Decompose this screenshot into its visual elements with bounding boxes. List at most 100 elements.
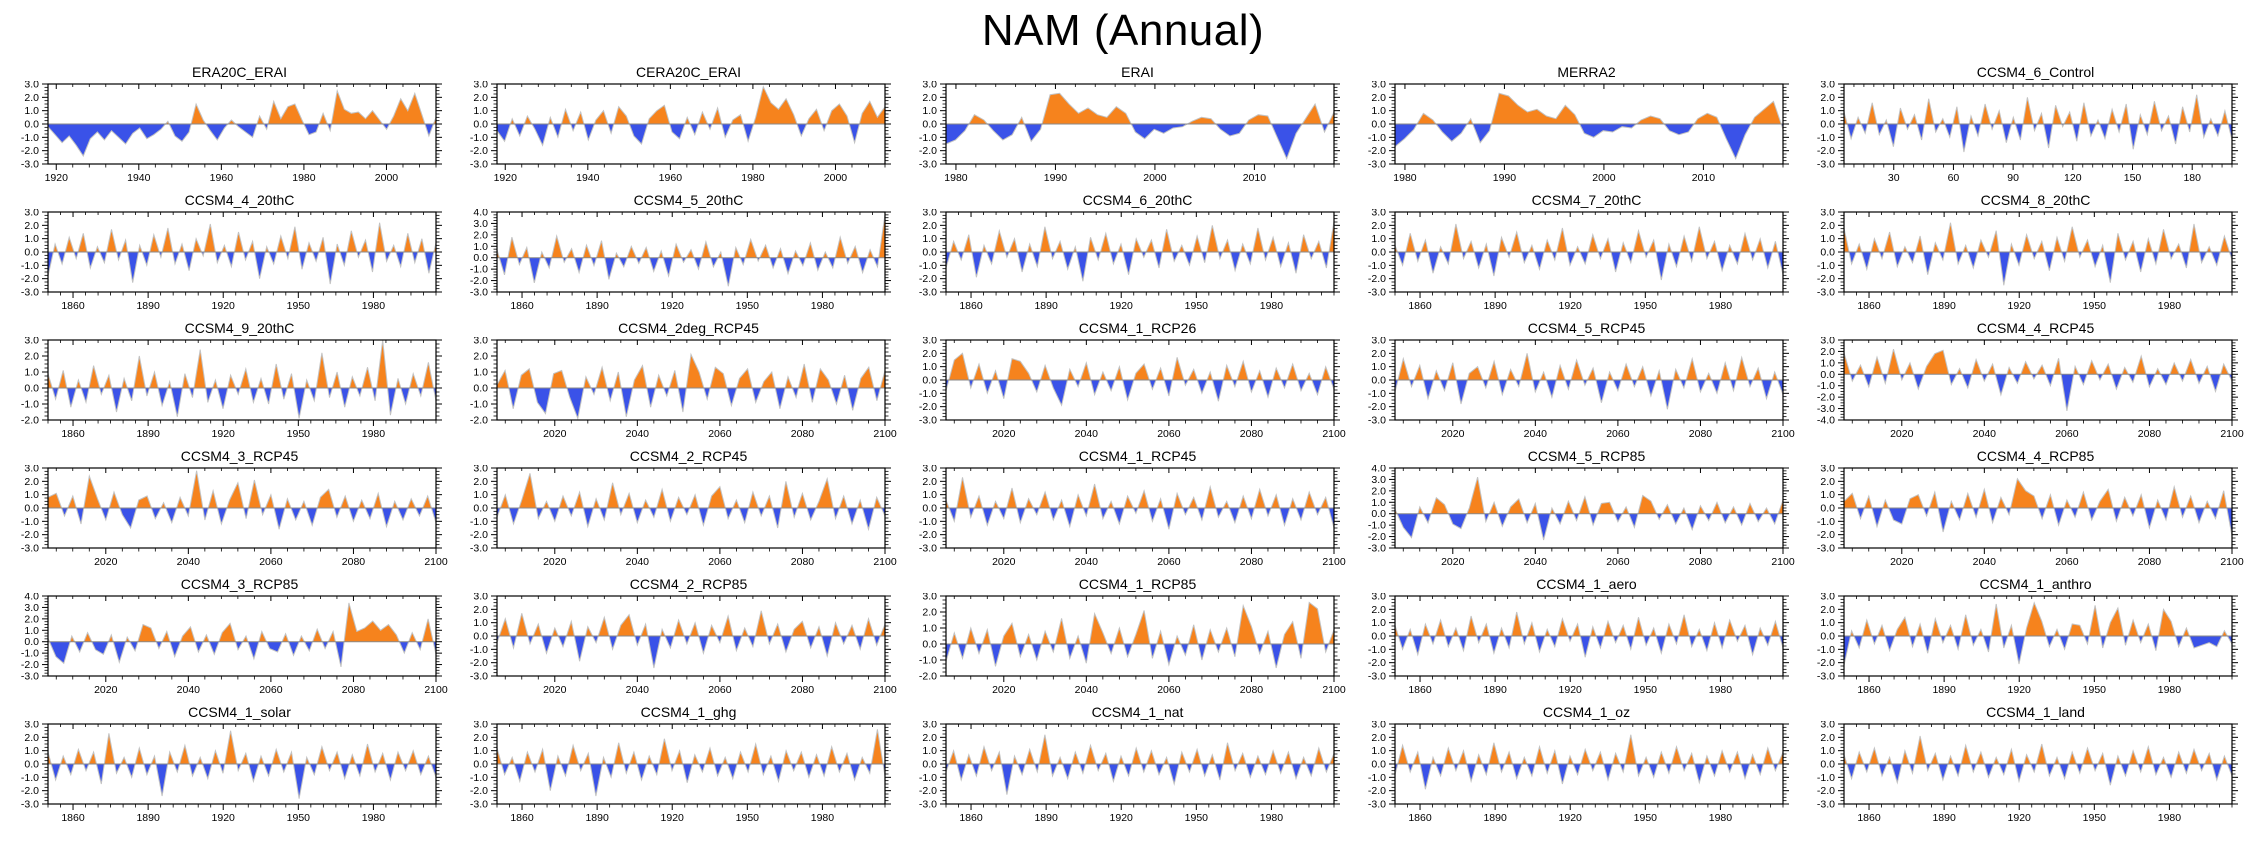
tick-labels: 1860 1890 1920 1950 1980 3.0 2.0 1.0 0.0 -1.0 -2.0	[21, 337, 385, 440]
svg-text:0.0: 0.0	[24, 503, 39, 515]
ticks	[42, 339, 442, 426]
svg-text:2020: 2020	[94, 556, 118, 568]
svg-text:0.0: 0.0	[24, 119, 39, 131]
panel-title: CCSM4_6_Control	[1976, 64, 2095, 80]
svg-text:3.0: 3.0	[24, 81, 39, 91]
ticks	[491, 595, 891, 682]
ticks	[1838, 211, 2238, 298]
svg-text:2.0: 2.0	[922, 220, 937, 232]
svg-text:0.0: 0.0	[1820, 247, 1835, 259]
svg-text:-1.0: -1.0	[1817, 772, 1835, 784]
svg-text:2040: 2040	[626, 684, 650, 696]
chart-panel: CCSM4_6_20thC 1860 1890 1920 1950 1980 3.0 2.0…	[898, 192, 1347, 320]
panel-plot: 2020 2040 2060 2080 2100 3.02.01.0 0.0-1.0-2.0…	[470, 593, 897, 696]
panel-title: CCSM4_8_20thC	[1980, 192, 2091, 208]
svg-text:1.0: 1.0	[473, 489, 488, 501]
panel-plot: 2020 2040 2060 2080 2100 3.02.01.0 0.0-1.0-2.0…	[1817, 465, 2244, 568]
svg-text:1980: 1980	[741, 172, 765, 184]
svg-text:2.0: 2.0	[1820, 604, 1835, 616]
svg-text:1890: 1890	[1932, 300, 1956, 312]
ticks	[1389, 339, 1789, 426]
chart-panel: CCSM4_2_RCP45 2020 2040 2060 2080 2100 3.0 2.0…	[449, 448, 898, 576]
svg-text:3.0: 3.0	[1820, 721, 1835, 731]
svg-text:1.0: 1.0	[473, 105, 488, 117]
svg-text:2.0: 2.0	[24, 351, 39, 363]
svg-text:-1.0: -1.0	[470, 644, 488, 656]
svg-text:1950: 1950	[287, 812, 311, 824]
tick-labels: 2020 2040 2060 2080 2100 3.02.01.0 0.0-1.0-2.0…	[470, 465, 897, 568]
svg-text:2060: 2060	[1157, 556, 1181, 568]
svg-text:-2.0: -2.0	[470, 657, 488, 669]
ticks	[1838, 83, 2238, 170]
svg-text:-2.0: -2.0	[919, 671, 937, 683]
panel-plot: 1860 1890 1920 1950 1980 3.02.01.0 0.0-1.0-2.0…	[1368, 593, 1789, 696]
svg-text:1890: 1890	[136, 428, 160, 440]
svg-text:-3.0: -3.0	[919, 287, 937, 299]
svg-text:1890: 1890	[1034, 300, 1058, 312]
svg-text:4.0: 4.0	[24, 593, 39, 603]
anomaly-area	[945, 734, 1335, 795]
svg-text:3.0: 3.0	[473, 593, 488, 603]
svg-text:-3.0: -3.0	[1817, 799, 1835, 811]
svg-text:60: 60	[1948, 172, 1960, 184]
svg-text:2.0: 2.0	[922, 732, 937, 744]
chart-panel: ERAI 1980 1990 2000 2010 3.0 2.0 1.0 0.0 -1.0 -2.…	[898, 64, 1347, 192]
svg-text:2.0: 2.0	[1820, 476, 1835, 488]
svg-text:2.0: 2.0	[473, 604, 488, 616]
svg-text:1.0: 1.0	[922, 105, 937, 117]
svg-text:2040: 2040	[1075, 684, 1099, 696]
svg-text:-2.0: -2.0	[470, 415, 488, 427]
svg-text:-2.0: -2.0	[1368, 657, 1386, 669]
chart-panel: CCSM4_1_solar 1860 1890 1920 1950 1980 3.0 2.0…	[0, 704, 449, 832]
svg-text:1920: 1920	[1110, 300, 1134, 312]
svg-text:2060: 2060	[259, 684, 283, 696]
svg-text:1890: 1890	[136, 812, 160, 824]
chart-panel: CCSM4_5_RCP45 2020 2040 2060 2080 2100 3.0 2.0…	[1347, 320, 1796, 448]
svg-text:1.0: 1.0	[24, 745, 39, 757]
svg-text:180: 180	[2183, 172, 2201, 184]
panel-plot: 1860 1890 1920 1950 1980 3.02.01.0 0.0-1.0-2.0…	[919, 721, 1340, 824]
svg-text:3.0: 3.0	[922, 465, 937, 475]
svg-text:2080: 2080	[791, 684, 815, 696]
ticks	[1389, 595, 1789, 682]
svg-text:2100: 2100	[424, 684, 448, 696]
svg-text:1990: 1990	[1493, 172, 1517, 184]
panel-title: CCSM4_1_RCP85	[1078, 576, 1197, 592]
svg-text:1.0: 1.0	[473, 617, 488, 629]
svg-text:2020: 2020	[992, 428, 1016, 440]
ticks	[940, 211, 1340, 298]
svg-text:1860: 1860	[510, 812, 534, 824]
svg-text:1860: 1860	[959, 812, 983, 824]
svg-text:2010: 2010	[1243, 172, 1267, 184]
svg-text:-2.0: -2.0	[1368, 531, 1386, 543]
chart-grid: ERA20C_ERAI 1920 1940 1960 1980 2000 3.0 2.0 1.…	[0, 64, 2246, 832]
anomaly-area	[1394, 353, 1784, 410]
anomaly-area	[1843, 348, 2233, 411]
svg-text:1.0: 1.0	[922, 233, 937, 245]
svg-text:3.0: 3.0	[1820, 81, 1835, 91]
panel-title: CCSM4_4_RCP45	[1976, 320, 2095, 336]
panel-title: CCSM4_1_land	[1986, 704, 2085, 720]
svg-text:3.0: 3.0	[473, 465, 488, 475]
svg-text:-3.0: -3.0	[1817, 543, 1835, 555]
svg-text:-2.0: -2.0	[1817, 785, 1835, 797]
ticks	[1838, 595, 2238, 682]
svg-text:2060: 2060	[1157, 428, 1181, 440]
panel-plot: 1860 1890 1920 1950 1980 3.02.01.0 0.0-1.0-2.0…	[470, 721, 891, 824]
svg-text:3.0: 3.0	[24, 465, 39, 475]
panel-plot: 2020 2040 2060 2080 2100 3.02.01.0 0.0-1.0-2.0…	[919, 337, 1346, 440]
svg-text:-3.0: -3.0	[919, 543, 937, 555]
svg-text:0.0: 0.0	[24, 636, 39, 648]
svg-text:1920: 1920	[661, 300, 685, 312]
svg-text:0.0: 0.0	[1820, 631, 1835, 643]
ticks	[1838, 339, 2238, 426]
anomaly-area	[1394, 476, 1784, 541]
svg-text:1890: 1890	[1034, 812, 1058, 824]
svg-text:1890: 1890	[136, 300, 160, 312]
svg-text:2080: 2080	[2138, 428, 2162, 440]
anomaly-area	[47, 730, 437, 799]
tick-labels: 1860 1890 1920 1950 1980 3.02.01.0 0.0-1.0-2.0…	[919, 209, 1283, 312]
tick-labels: 2020 2040 2060 2080 2100 3.0 2.0 1.0 0.0 -1.0 -2.0	[470, 337, 897, 440]
svg-text:1.0: 1.0	[24, 625, 39, 637]
chart-panel: CCSM4_2_RCP85 2020 2040 2060 2080 2100 3.0 2.0…	[449, 576, 898, 704]
